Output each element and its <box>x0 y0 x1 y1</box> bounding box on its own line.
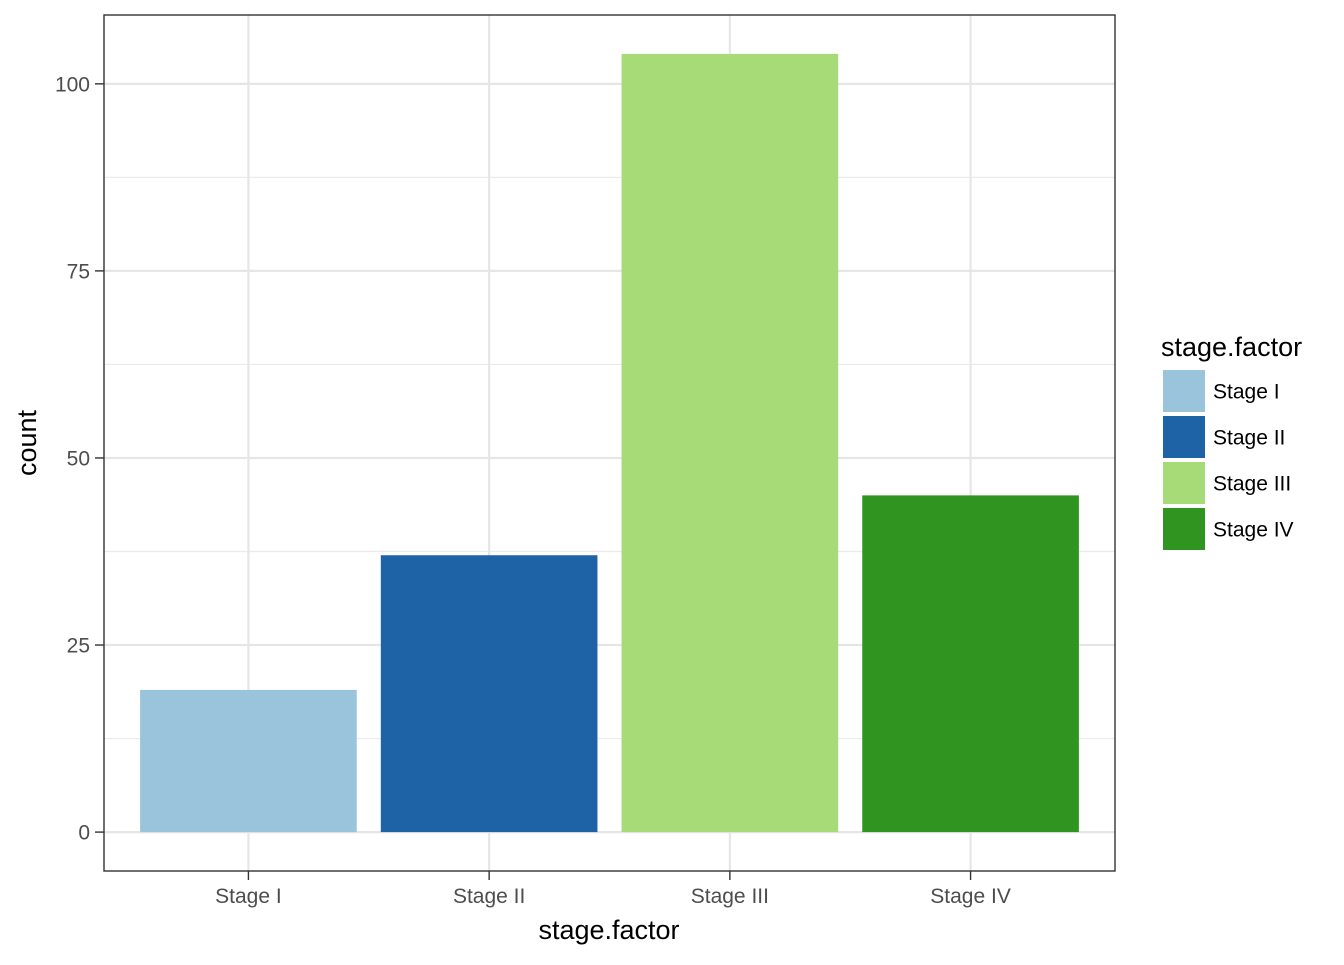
legend-title: stage.factor <box>1161 332 1302 362</box>
legend-key <box>1163 508 1205 550</box>
y-tick-label: 25 <box>67 635 90 658</box>
legend-label: Stage I <box>1213 381 1280 404</box>
x-tick-label: Stage I <box>215 885 282 908</box>
bars <box>140 53 1079 833</box>
legend-label: Stage IV <box>1213 519 1294 542</box>
legend-key <box>1163 462 1205 504</box>
y-tick-label: 75 <box>67 260 90 283</box>
x-tick-label: Stage IV <box>930 885 1011 908</box>
legend-key <box>1163 370 1205 412</box>
bar-stage-ii <box>380 555 598 833</box>
y-tick-label: 50 <box>67 447 90 470</box>
plot-border <box>103 14 1116 872</box>
x-axis-title: stage.factor <box>538 915 679 945</box>
legend-label: Stage III <box>1213 473 1291 496</box>
y-tick-label: 0 <box>78 822 90 845</box>
y-tick-label: 100 <box>55 73 90 96</box>
axes: 0 25 50 75 100 Stage I Stage II Stage III Stage … <box>55 73 1011 908</box>
legend: stage.factor Stage I Stage II Stage III Sta… <box>1161 332 1302 550</box>
legend-key <box>1163 416 1205 458</box>
bar-stage-iii <box>621 53 839 833</box>
legend-label: Stage II <box>1213 427 1285 450</box>
x-tick-label: Stage II <box>453 885 525 908</box>
bar-stage-i <box>140 689 357 833</box>
y-axis-title: count <box>12 409 42 476</box>
bar-stage-iv <box>862 495 1079 833</box>
x-tick-label: Stage III <box>691 885 769 908</box>
